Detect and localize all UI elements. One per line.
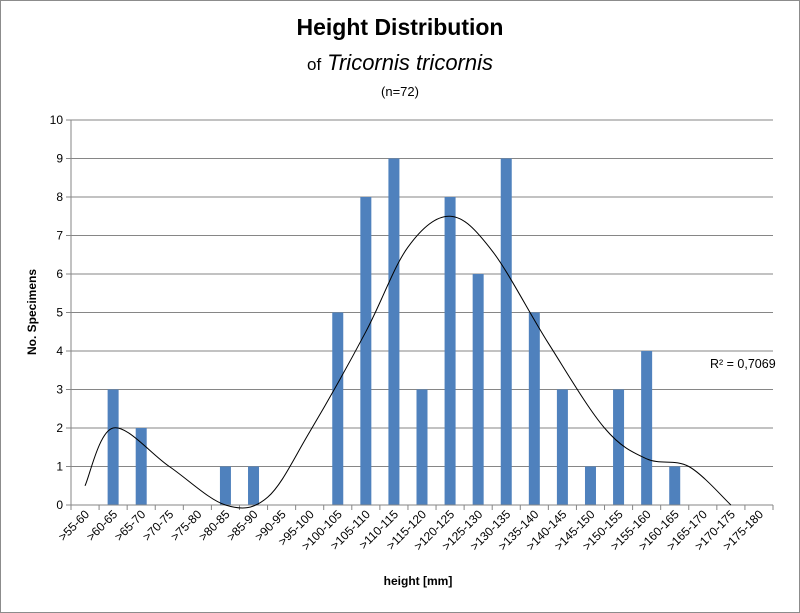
y-tick-label: 8: [56, 190, 63, 204]
bar: [219, 466, 231, 505]
sample-size-note: (n=72): [381, 84, 419, 99]
bar: [613, 389, 625, 505]
y-tick-label: 0: [56, 498, 63, 512]
y-tick-label: 1: [56, 460, 63, 474]
bar: [444, 197, 456, 505]
bar: [360, 197, 372, 505]
x-tick-labels: >55-60>60-65>65-70>70-75>75-80>80-85>85-…: [56, 507, 767, 553]
trendline: [84, 215, 732, 509]
subtitle-prefix: of: [306, 55, 322, 74]
bar: [641, 351, 653, 505]
y-tick-label: 10: [50, 113, 64, 127]
chart-title: Height Distribution: [296, 14, 504, 40]
bar: [388, 158, 400, 505]
bar: [135, 428, 147, 505]
bar: [107, 389, 119, 505]
bar: [472, 274, 484, 505]
y-tick-label: 4: [56, 344, 63, 358]
chart-subtitle: of Tricornis tricornis: [0, 50, 800, 76]
subtitle-species: Tricornis tricornis: [327, 50, 493, 75]
y-tick-label: 6: [56, 267, 63, 281]
bar: [669, 466, 681, 505]
bar: [500, 158, 512, 505]
y-tick-label: 9: [56, 152, 63, 166]
y-tick-label: 2: [56, 421, 63, 435]
x-axis-title: height [mm]: [384, 574, 453, 588]
y-tick-label: 5: [56, 306, 63, 320]
bar: [556, 389, 568, 505]
y-tick-label: 7: [56, 229, 63, 243]
axes: [66, 119, 774, 510]
bar: [248, 466, 260, 505]
y-axis-title: No. Specimens: [25, 269, 39, 355]
bar: [416, 389, 428, 505]
bar: [332, 312, 344, 505]
gridlines: [71, 119, 773, 467]
bar: [584, 466, 596, 505]
y-tick-label: 3: [56, 383, 63, 397]
bar: [528, 312, 540, 505]
y-tick-labels: 0 1 2 3 4 5 6 7 8 9 10: [50, 113, 64, 512]
r-squared-label: R² = 0,7069: [710, 357, 776, 371]
bars: [107, 158, 681, 505]
